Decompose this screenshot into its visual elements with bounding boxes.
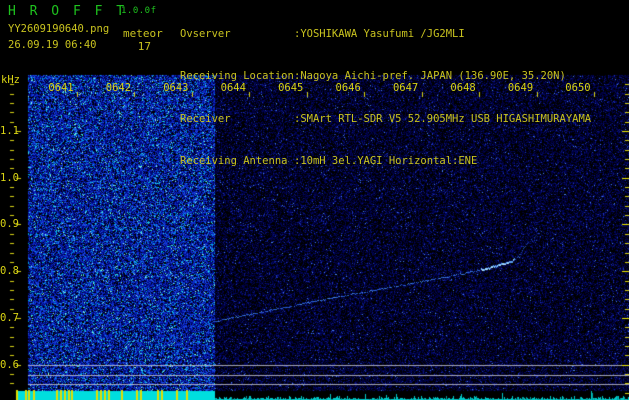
y-axis-tick-label: 1.0 bbox=[0, 171, 19, 184]
mode-label: meteor bbox=[123, 27, 163, 40]
meteor-count: 17 bbox=[137, 40, 151, 53]
observation-datetime: 26.09.19 06:40 bbox=[8, 39, 97, 51]
y-axis-tick-label: 0.7 bbox=[0, 311, 19, 324]
x-axis-tick-label: 0647 bbox=[392, 82, 419, 94]
output-filename: YY2609190640.png bbox=[8, 23, 110, 35]
y-axis-tick-label: 0.6 bbox=[0, 358, 19, 371]
y-axis-unit-label: kHz bbox=[1, 74, 20, 86]
station-info-row: Receiving Location:Nagoya Aichi-pref. JA… bbox=[180, 71, 591, 82]
x-axis-tick-label: 0648 bbox=[450, 82, 476, 94]
x-axis-tick-label: 0643 bbox=[163, 82, 189, 94]
x-axis-tick-label: 0642 bbox=[105, 82, 132, 94]
y-axis-tick-label: 1.1 bbox=[0, 125, 19, 137]
info-value: :Nagoya Aichi-pref. JAPAN (136.90E, 35.2… bbox=[294, 70, 566, 83]
info-label: Receiving Antenna bbox=[180, 155, 288, 168]
station-info-row: Receiver :SMArt RTL-SDR V5 52.905MHz USB … bbox=[180, 112, 592, 125]
y-axis-tick-label: 0.8 bbox=[0, 265, 19, 278]
info-value: :10mH 3el.YAGI Horizontal:ENE bbox=[294, 155, 478, 168]
x-axis-tick-label: 0646 bbox=[335, 82, 361, 94]
info-value: :SMArt RTL-SDR V5 52.905MHz USB HIGASHIM… bbox=[294, 112, 592, 125]
station-info: Ovserver :YOSHIKAWA Yasufumi /JG2MLI Rece… bbox=[180, 8, 591, 178]
info-label: Ovserver bbox=[180, 28, 231, 40]
x-axis-tick-label: 0641 bbox=[48, 82, 74, 94]
station-info-row: Receiving Antenna :10mH 3el.YAGI Horizont… bbox=[180, 156, 591, 167]
x-axis-tick-label: 0645 bbox=[278, 82, 304, 94]
app-version: 1.0.0f bbox=[121, 6, 157, 16]
info-value: :YOSHIKAWA Yasufumi /JG2MLI bbox=[294, 28, 465, 40]
app-title: H R O F F T bbox=[8, 4, 128, 19]
info-label: Receiving Location bbox=[180, 70, 294, 83]
station-info-row: Ovserver :YOSHIKAWA Yasufumi /JG2MLI bbox=[180, 29, 591, 40]
y-axis-tick-label: 0.9 bbox=[0, 218, 19, 231]
info-label: Receiver bbox=[180, 112, 231, 125]
x-axis-tick-label: 0644 bbox=[220, 82, 246, 94]
x-axis-tick-label: 0649 bbox=[507, 82, 534, 94]
x-axis-tick-label: 0650 bbox=[565, 82, 591, 94]
